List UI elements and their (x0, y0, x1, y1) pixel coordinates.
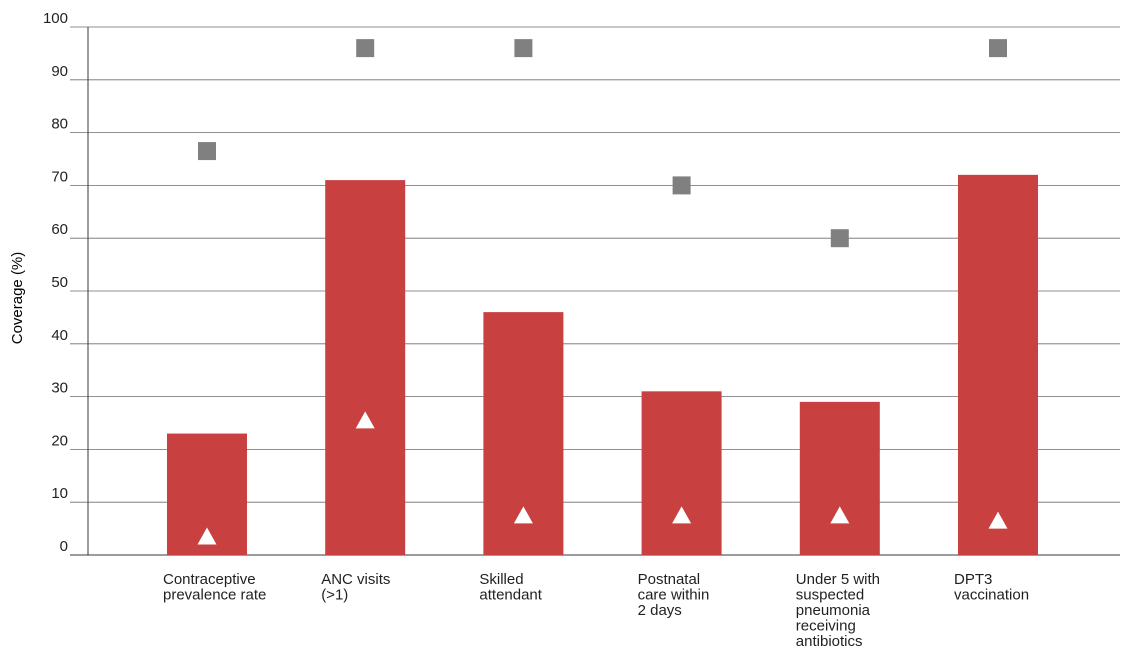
category-label-line: prevalence rate (163, 587, 266, 604)
y-tick-label: 100 (43, 10, 68, 27)
y-tick-label: 20 (51, 432, 68, 449)
y-tick-label: 60 (51, 221, 68, 238)
category-label-line: Under 5 with (796, 571, 880, 588)
category-label-line: DPT3 (954, 571, 992, 588)
category-label-line: care within (638, 587, 710, 604)
category-label: Contraceptive prevalence rate (163, 571, 266, 604)
triangle-marker (988, 511, 1008, 529)
y-tick-label: 50 (51, 274, 68, 291)
square-marker (830, 229, 849, 248)
category-label-line: attendant (479, 587, 542, 604)
square-marker (672, 176, 691, 195)
y-tick-label: 0 (60, 538, 68, 555)
category-label-line: receiving (796, 618, 856, 635)
triangle-marker (513, 506, 533, 524)
category-label: DPT3 vaccination (954, 571, 1029, 604)
category-label: Under 5 with suspected pneumonia receiving a… (796, 571, 880, 650)
bar (799, 401, 880, 555)
category-label-line: pneumonia (796, 602, 871, 619)
y-tick-label: 30 (51, 380, 68, 397)
square-marker (989, 39, 1007, 58)
category-label: Postnatal care within 2 days (638, 571, 710, 619)
category-label: Skilled attendant (479, 571, 542, 604)
category-labels: Contraceptive prevalence rate ANC visits (>… (163, 571, 1029, 650)
category-label-line: 2 days (638, 602, 682, 619)
category-label-line: ANC visits (321, 571, 390, 588)
y-tick-label: 40 (51, 327, 68, 344)
square-marker (198, 142, 216, 161)
y-tick-label: 80 (51, 116, 68, 133)
category-label-line: Skilled (479, 571, 523, 588)
y-tick-label: 90 (51, 63, 68, 80)
bar (325, 180, 406, 555)
triangle-marker (355, 411, 375, 429)
y-axis-label: Coverage (%) (9, 252, 26, 345)
marker-series (197, 39, 1008, 545)
bar (958, 174, 1038, 555)
category-label-line: vaccination (954, 587, 1029, 604)
bar-series (167, 174, 1038, 555)
y-tick-label: 70 (51, 168, 68, 185)
square-marker (514, 39, 533, 58)
square-marker (356, 39, 375, 58)
bar (641, 391, 722, 555)
triangle-marker (672, 506, 692, 524)
category-label-line: antibiotics (796, 633, 863, 650)
category-label-line: Postnatal (638, 571, 701, 588)
y-tick-label: 10 (51, 485, 68, 502)
category-label-line: suspected (796, 587, 864, 604)
triangle-marker (197, 527, 217, 545)
category-label-line: Contraceptive (163, 571, 256, 588)
category-label: ANC visits (>1) (321, 571, 390, 604)
y-axis: 0 10 20 30 40 50 60 70 80 90 100 (43, 10, 89, 555)
category-label-line: (>1) (321, 587, 348, 604)
triangle-marker (830, 506, 850, 524)
